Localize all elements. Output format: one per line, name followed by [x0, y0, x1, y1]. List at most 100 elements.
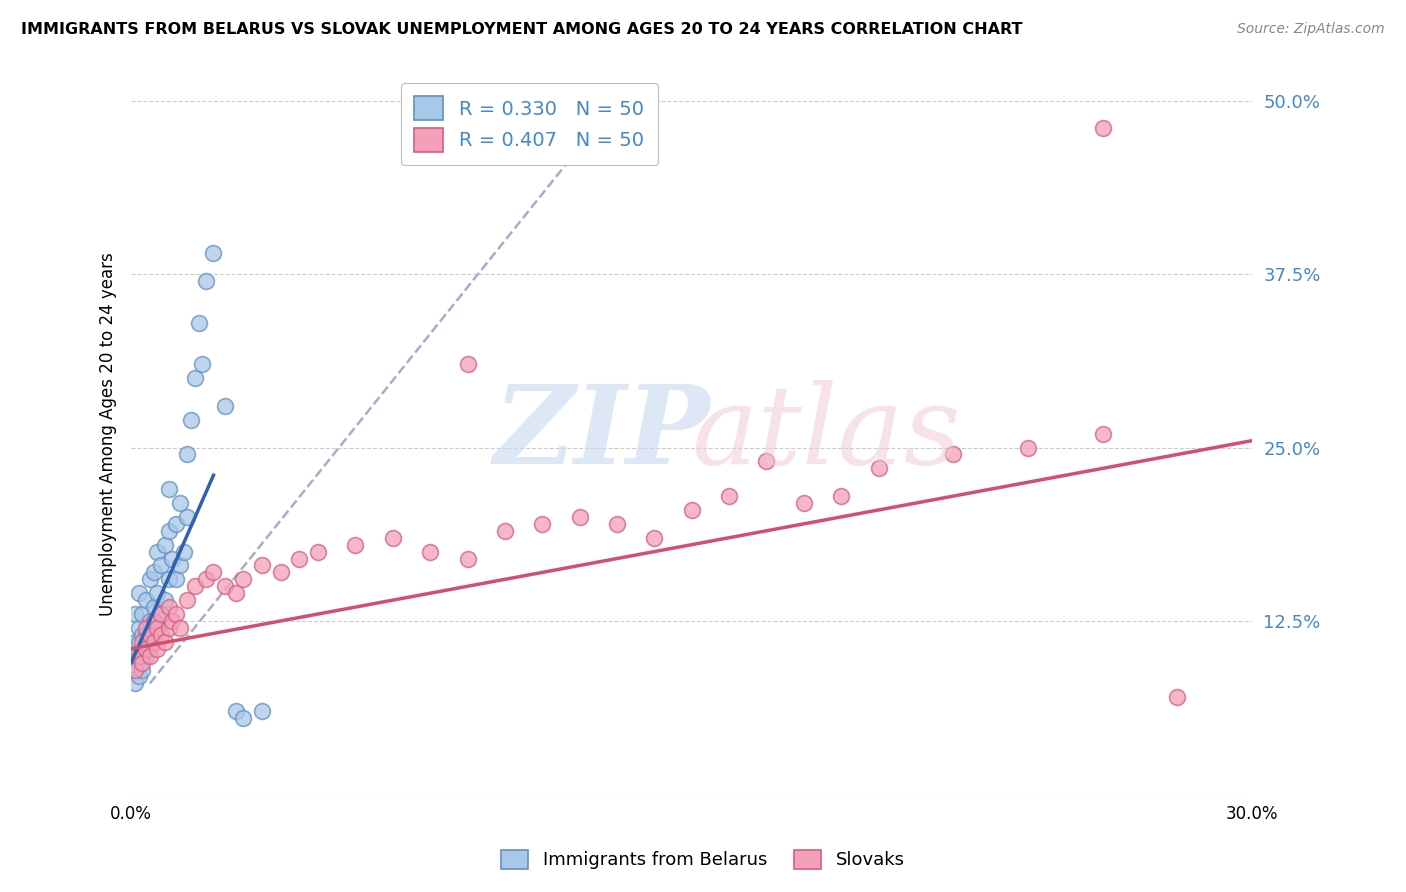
Point	[225, 586, 247, 600]
Point	[128, 648, 150, 663]
Point	[184, 371, 207, 385]
Point	[128, 621, 150, 635]
Point	[195, 274, 218, 288]
Point	[180, 413, 202, 427]
Point	[270, 566, 292, 580]
Point	[128, 634, 150, 648]
Point	[131, 663, 153, 677]
Point	[157, 621, 180, 635]
Point	[124, 648, 146, 663]
Point	[142, 634, 165, 648]
Point	[128, 669, 150, 683]
Point	[135, 593, 157, 607]
Point	[718, 489, 741, 503]
Point	[128, 656, 150, 670]
Point	[793, 496, 815, 510]
Point	[214, 579, 236, 593]
Point	[162, 614, 184, 628]
Point	[176, 593, 198, 607]
Text: Source: ZipAtlas.com: Source: ZipAtlas.com	[1237, 22, 1385, 37]
Point	[169, 558, 191, 573]
Point	[381, 531, 404, 545]
Point	[131, 607, 153, 621]
Point	[184, 579, 207, 593]
Point	[124, 676, 146, 690]
Point	[457, 551, 479, 566]
Point	[139, 648, 162, 663]
Point	[1091, 426, 1114, 441]
Point	[169, 621, 191, 635]
Point	[139, 614, 162, 628]
Point	[868, 461, 890, 475]
Point	[681, 503, 703, 517]
Point	[165, 516, 187, 531]
Point	[232, 572, 254, 586]
Point	[169, 496, 191, 510]
Point	[165, 572, 187, 586]
Y-axis label: Unemployment Among Ages 20 to 24 years: Unemployment Among Ages 20 to 24 years	[100, 252, 117, 615]
Point	[157, 524, 180, 538]
Point	[176, 448, 198, 462]
Point	[135, 621, 157, 635]
Text: atlas: atlas	[692, 380, 962, 487]
Point	[157, 482, 180, 496]
Point	[1017, 441, 1039, 455]
Point	[142, 600, 165, 615]
Point	[146, 544, 169, 558]
Point	[139, 572, 162, 586]
Point	[153, 538, 176, 552]
Point	[146, 621, 169, 635]
Point	[142, 628, 165, 642]
Point	[157, 600, 180, 615]
Point	[307, 544, 329, 558]
Point	[139, 641, 162, 656]
Point	[131, 656, 153, 670]
Point	[135, 628, 157, 642]
Point	[606, 516, 628, 531]
Point	[153, 634, 176, 648]
Point	[150, 558, 173, 573]
Point	[124, 607, 146, 621]
Point	[288, 551, 311, 566]
Point	[1091, 121, 1114, 136]
Point	[150, 607, 173, 621]
Point	[195, 572, 218, 586]
Point	[162, 551, 184, 566]
Point	[146, 621, 169, 635]
Point	[232, 711, 254, 725]
Point	[942, 448, 965, 462]
Legend: R = 0.330   N = 50, R = 0.407   N = 50: R = 0.330 N = 50, R = 0.407 N = 50	[401, 83, 658, 165]
Point	[202, 566, 225, 580]
Point	[157, 572, 180, 586]
Point	[755, 454, 778, 468]
Point	[250, 704, 273, 718]
Point	[124, 634, 146, 648]
Point	[568, 509, 591, 524]
Point	[150, 607, 173, 621]
Text: ZIP: ZIP	[494, 380, 710, 487]
Point	[165, 607, 187, 621]
Point	[128, 586, 150, 600]
Point	[191, 357, 214, 371]
Point	[135, 648, 157, 663]
Point	[225, 704, 247, 718]
Text: IMMIGRANTS FROM BELARUS VS SLOVAK UNEMPLOYMENT AMONG AGES 20 TO 24 YEARS CORRELA: IMMIGRANTS FROM BELARUS VS SLOVAK UNEMPL…	[21, 22, 1022, 37]
Point	[131, 648, 153, 663]
Point	[131, 628, 153, 642]
Point	[146, 641, 169, 656]
Point	[1166, 690, 1188, 705]
Point	[531, 516, 554, 531]
Point	[142, 614, 165, 628]
Point	[153, 593, 176, 607]
Point	[131, 634, 153, 648]
Point	[830, 489, 852, 503]
Point	[150, 628, 173, 642]
Point	[139, 628, 162, 642]
Legend: Immigrants from Belarus, Slovaks: Immigrants from Belarus, Slovaks	[492, 841, 914, 879]
Point	[187, 316, 209, 330]
Point	[494, 524, 516, 538]
Point	[344, 538, 367, 552]
Point	[419, 544, 441, 558]
Point	[124, 663, 146, 677]
Point	[135, 641, 157, 656]
